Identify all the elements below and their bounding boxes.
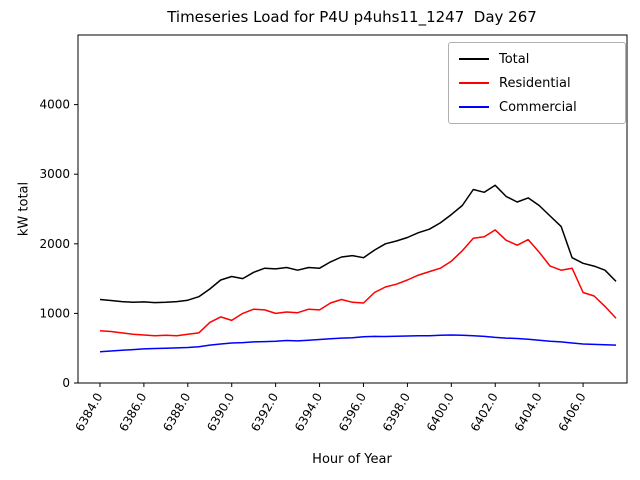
legend-label-commercial: Commercial [499, 99, 577, 115]
x-tick-label: 6406.0 [556, 391, 589, 434]
series-line-commercial [99, 334, 617, 353]
legend: Total Residential Commercial [448, 42, 626, 124]
y-axis-label: kW total [16, 181, 32, 237]
x-tick-label: 6400.0 [424, 391, 457, 434]
x-tick-label: 6398.0 [380, 391, 413, 434]
x-tick-label: 6390.0 [204, 391, 237, 434]
x-tick-label: 6402.0 [468, 391, 501, 434]
series-line-total [99, 184, 617, 304]
x-tick-label: 6394.0 [292, 391, 325, 434]
legend-label-total: Total [499, 51, 530, 67]
y-tick-label: 2000 [39, 237, 70, 251]
y-tick-label: 4000 [39, 98, 70, 112]
x-tick-label: 6384.0 [72, 391, 105, 434]
x-tick-label: 6392.0 [248, 391, 281, 434]
y-tick-label: 0 [62, 376, 70, 390]
x-tick-label: 6388.0 [160, 391, 193, 434]
axes-box [77, 34, 628, 384]
x-axis-label: Hour of Year [312, 452, 392, 467]
legend-entry-total: Total [459, 50, 615, 68]
y-tick-label: 3000 [39, 167, 70, 181]
chart-title: Timeseries Load for P4U p4uhs11_1247 Day… [167, 8, 537, 26]
legend-line-total-icon [459, 58, 489, 60]
y-tick-label: 1000 [39, 306, 70, 320]
x-tick-label: 6404.0 [512, 391, 545, 434]
legend-entry-commercial: Commercial [459, 98, 615, 116]
legend-entry-residential: Residential [459, 74, 615, 92]
legend-line-commercial-icon [459, 106, 489, 108]
legend-label-residential: Residential [499, 75, 571, 91]
legend-line-residential-icon [459, 82, 489, 84]
x-tick-label: 6396.0 [336, 391, 369, 434]
x-tick-label: 6386.0 [116, 391, 149, 434]
series-line-residential [99, 229, 617, 337]
